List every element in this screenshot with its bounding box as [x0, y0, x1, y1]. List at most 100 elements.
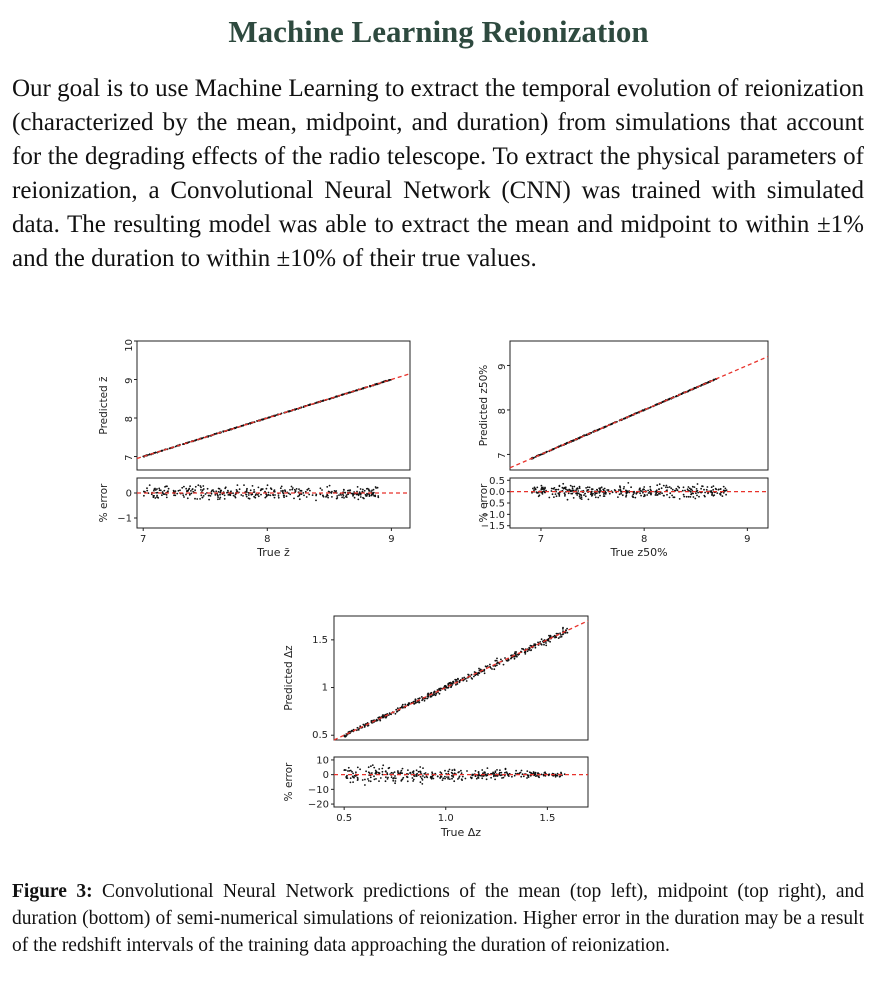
data-point	[549, 634, 552, 637]
residual-point	[347, 770, 349, 772]
residual-point	[352, 495, 354, 497]
residual-point	[345, 494, 348, 496]
residual-point	[238, 488, 241, 491]
data-point	[547, 639, 550, 642]
residual-point	[477, 771, 480, 774]
residual-point	[619, 488, 622, 491]
residual-point	[665, 484, 668, 487]
residual-point	[520, 775, 523, 778]
residual-point	[576, 492, 579, 495]
residual-point	[355, 771, 357, 774]
residual-point	[356, 776, 359, 779]
residual-point	[351, 770, 353, 773]
residual-point	[682, 493, 685, 496]
data-point	[458, 679, 461, 682]
residual-point	[165, 494, 168, 496]
residual-point	[240, 494, 243, 496]
residual-point	[353, 774, 356, 777]
data-point	[427, 695, 430, 698]
residual-point	[373, 778, 376, 781]
residual-point	[526, 774, 529, 776]
residual-point	[654, 494, 657, 496]
residual-point	[555, 774, 558, 777]
residual-point	[411, 771, 414, 773]
residual-point	[621, 494, 624, 497]
residual-point	[521, 773, 524, 776]
residual-point	[458, 775, 461, 778]
data-point	[201, 437, 204, 440]
data-point	[548, 636, 551, 639]
data-point	[417, 697, 420, 700]
residual-point	[295, 488, 298, 490]
residual-point	[644, 494, 646, 497]
residual-point	[666, 489, 668, 492]
residual-point	[378, 768, 381, 770]
residual-point	[478, 774, 481, 776]
residual-point	[165, 496, 168, 499]
residual-point	[208, 494, 211, 497]
data-point	[421, 699, 423, 702]
residual-point	[717, 488, 720, 491]
data-point	[268, 416, 270, 419]
residual-point	[554, 493, 557, 495]
residual-point	[535, 775, 537, 777]
residual-point	[359, 493, 362, 496]
residual-point	[200, 489, 202, 491]
residual-point	[369, 776, 372, 779]
residual-point	[460, 769, 462, 772]
residual-point	[194, 489, 197, 492]
data-point	[449, 681, 452, 684]
residual-point	[181, 486, 184, 489]
residual-point	[284, 490, 287, 493]
residual-point	[411, 777, 414, 779]
residual-point	[349, 769, 352, 772]
residual-point	[161, 492, 164, 494]
residual-point	[705, 488, 708, 491]
residual-point	[287, 492, 290, 495]
residual-point	[579, 497, 582, 500]
residual-point	[384, 780, 387, 783]
data-point	[562, 626, 564, 629]
data-point	[261, 418, 264, 421]
data-point	[375, 382, 378, 385]
residual-point	[617, 496, 619, 498]
residual-point	[385, 776, 387, 779]
residual-point	[685, 495, 688, 498]
data-point	[523, 651, 526, 654]
residual-point	[447, 776, 450, 778]
residual-point	[703, 488, 705, 491]
data-point	[420, 696, 423, 698]
residual-point	[677, 485, 679, 488]
residual-point	[368, 493, 370, 496]
residual-point	[592, 492, 594, 495]
data-point	[408, 702, 411, 705]
residual-point	[558, 493, 561, 496]
residual-point	[666, 493, 668, 496]
residual-point	[562, 482, 565, 485]
residual-point	[594, 492, 596, 494]
x-tick-label: 8	[641, 534, 647, 545]
residual-point	[254, 494, 257, 497]
residual-point	[353, 776, 355, 779]
residual-point	[722, 485, 725, 488]
residual-point	[280, 490, 282, 492]
residual-point	[430, 777, 433, 780]
data-point	[447, 686, 450, 689]
data-point	[362, 723, 365, 726]
residual-point	[494, 778, 496, 781]
data-point	[452, 680, 455, 683]
residual-point	[526, 777, 528, 779]
residual-point	[353, 496, 356, 499]
residual-point	[620, 492, 622, 495]
residual-point	[500, 771, 503, 774]
residual-point	[351, 775, 354, 778]
residual-point	[670, 487, 673, 490]
data-point	[478, 667, 480, 670]
one-to-one-line	[509, 355, 769, 469]
residual-point	[247, 494, 250, 496]
residual-point	[196, 498, 199, 500]
residual-point	[458, 777, 460, 779]
residual-point	[594, 496, 597, 499]
residual-point	[373, 775, 375, 778]
residual-point	[150, 493, 153, 496]
